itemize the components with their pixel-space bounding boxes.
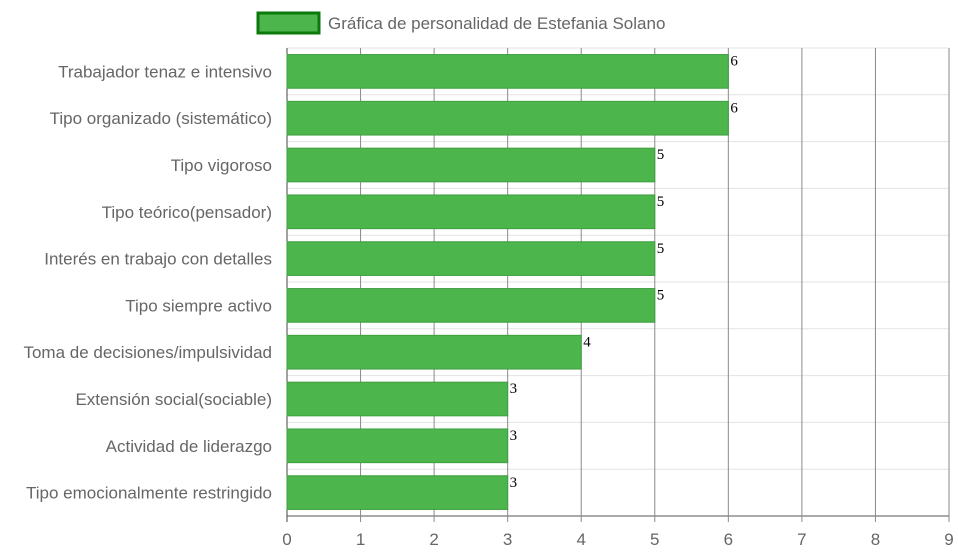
category-label: Toma de decisiones/impulsividad <box>23 343 272 362</box>
data-label: 5 <box>657 241 665 257</box>
x-tick-label: 2 <box>429 530 438 549</box>
data-label: 3 <box>510 381 517 397</box>
data-label: 6 <box>730 54 738 70</box>
bar[interactable] <box>286 288 656 323</box>
data-label: 5 <box>657 288 665 304</box>
category-label: Trabajador tenaz e intensivo <box>58 62 272 81</box>
bar[interactable] <box>286 241 656 276</box>
category-label: Extensión social(sociable) <box>75 390 272 409</box>
data-label: 5 <box>657 194 665 210</box>
bar[interactable] <box>286 194 656 230</box>
x-tick-label: 4 <box>576 530 585 549</box>
bar[interactable] <box>286 54 729 89</box>
bar[interactable] <box>286 428 509 464</box>
x-tick-label: 6 <box>724 530 733 549</box>
category-label: Tipo organizado (sistemático) <box>50 109 272 128</box>
bar[interactable] <box>286 334 582 370</box>
x-axis: 0 1 2 3 4 5 6 7 8 9 <box>282 530 953 549</box>
category-label: Tipo emocionalmente restringido <box>26 484 272 503</box>
data-label: 4 <box>583 334 591 350</box>
data-label: 3 <box>510 475 517 491</box>
category-label: Tipo siempre activo <box>125 296 272 315</box>
data-label: 3 <box>510 428 517 444</box>
x-tick-label: 8 <box>871 530 880 549</box>
data-label: 5 <box>657 147 665 163</box>
category-label: Tipo teórico(pensador) <box>102 203 272 222</box>
bar[interactable] <box>286 475 509 510</box>
chart-bars <box>286 54 729 510</box>
data-label: 6 <box>730 100 738 116</box>
bar[interactable] <box>286 147 656 183</box>
data-labels: 6 6 5 5 5 5 4 3 3 3 <box>510 54 739 491</box>
x-tick-label: 3 <box>503 530 512 549</box>
category-labels: Trabajador tenaz e intensivo Tipo organiz… <box>23 62 272 502</box>
legend-label: Gráfica de personalidad de Estefania Sol… <box>328 14 665 33</box>
x-tick-label: 9 <box>944 530 953 549</box>
bar[interactable] <box>286 381 509 417</box>
category-label: Actividad de liderazgo <box>106 437 272 456</box>
x-tick-label: 7 <box>797 530 806 549</box>
chart-legend[interactable]: Gráfica de personalidad de Estefania Sol… <box>256 11 665 35</box>
legend-swatch <box>256 11 321 35</box>
x-tick-label: 5 <box>650 530 659 549</box>
bar[interactable] <box>286 100 729 136</box>
category-label: Interés en trabajo con detalles <box>44 250 272 269</box>
x-tick-label: 0 <box>282 530 291 549</box>
category-label: Tipo vigoroso <box>171 156 272 175</box>
x-tick-label: 1 <box>356 530 365 549</box>
